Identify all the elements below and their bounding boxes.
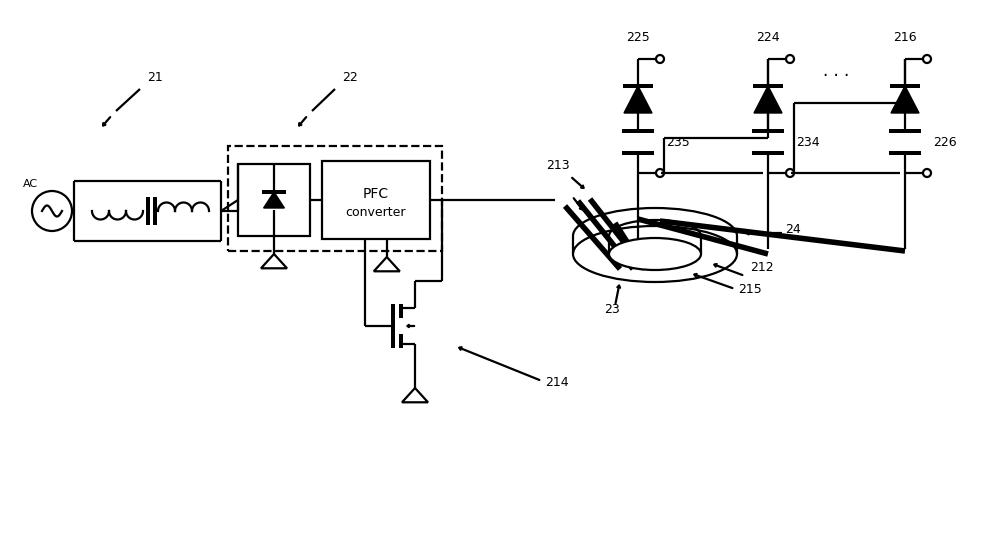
Text: 213: 213 xyxy=(546,159,570,172)
Text: 225: 225 xyxy=(626,31,650,44)
Ellipse shape xyxy=(609,238,701,270)
Text: 22: 22 xyxy=(342,71,358,84)
Text: 226: 226 xyxy=(933,135,957,148)
Text: 21: 21 xyxy=(147,71,163,84)
Text: 224: 224 xyxy=(756,31,780,44)
Text: 235: 235 xyxy=(666,135,690,148)
Text: AC: AC xyxy=(22,179,38,189)
Polygon shape xyxy=(264,192,284,208)
Text: 234: 234 xyxy=(796,135,820,148)
Polygon shape xyxy=(891,86,919,113)
Polygon shape xyxy=(624,86,652,113)
Text: PFC: PFC xyxy=(363,187,389,201)
Polygon shape xyxy=(754,86,782,113)
Text: 216: 216 xyxy=(893,31,917,44)
Text: converter: converter xyxy=(346,206,406,219)
Text: 214: 214 xyxy=(545,376,569,389)
Text: 212: 212 xyxy=(750,261,774,274)
Text: 24: 24 xyxy=(785,223,801,236)
Text: · · ·: · · · xyxy=(823,67,850,85)
Text: 23: 23 xyxy=(604,303,620,316)
Text: 215: 215 xyxy=(738,283,762,296)
